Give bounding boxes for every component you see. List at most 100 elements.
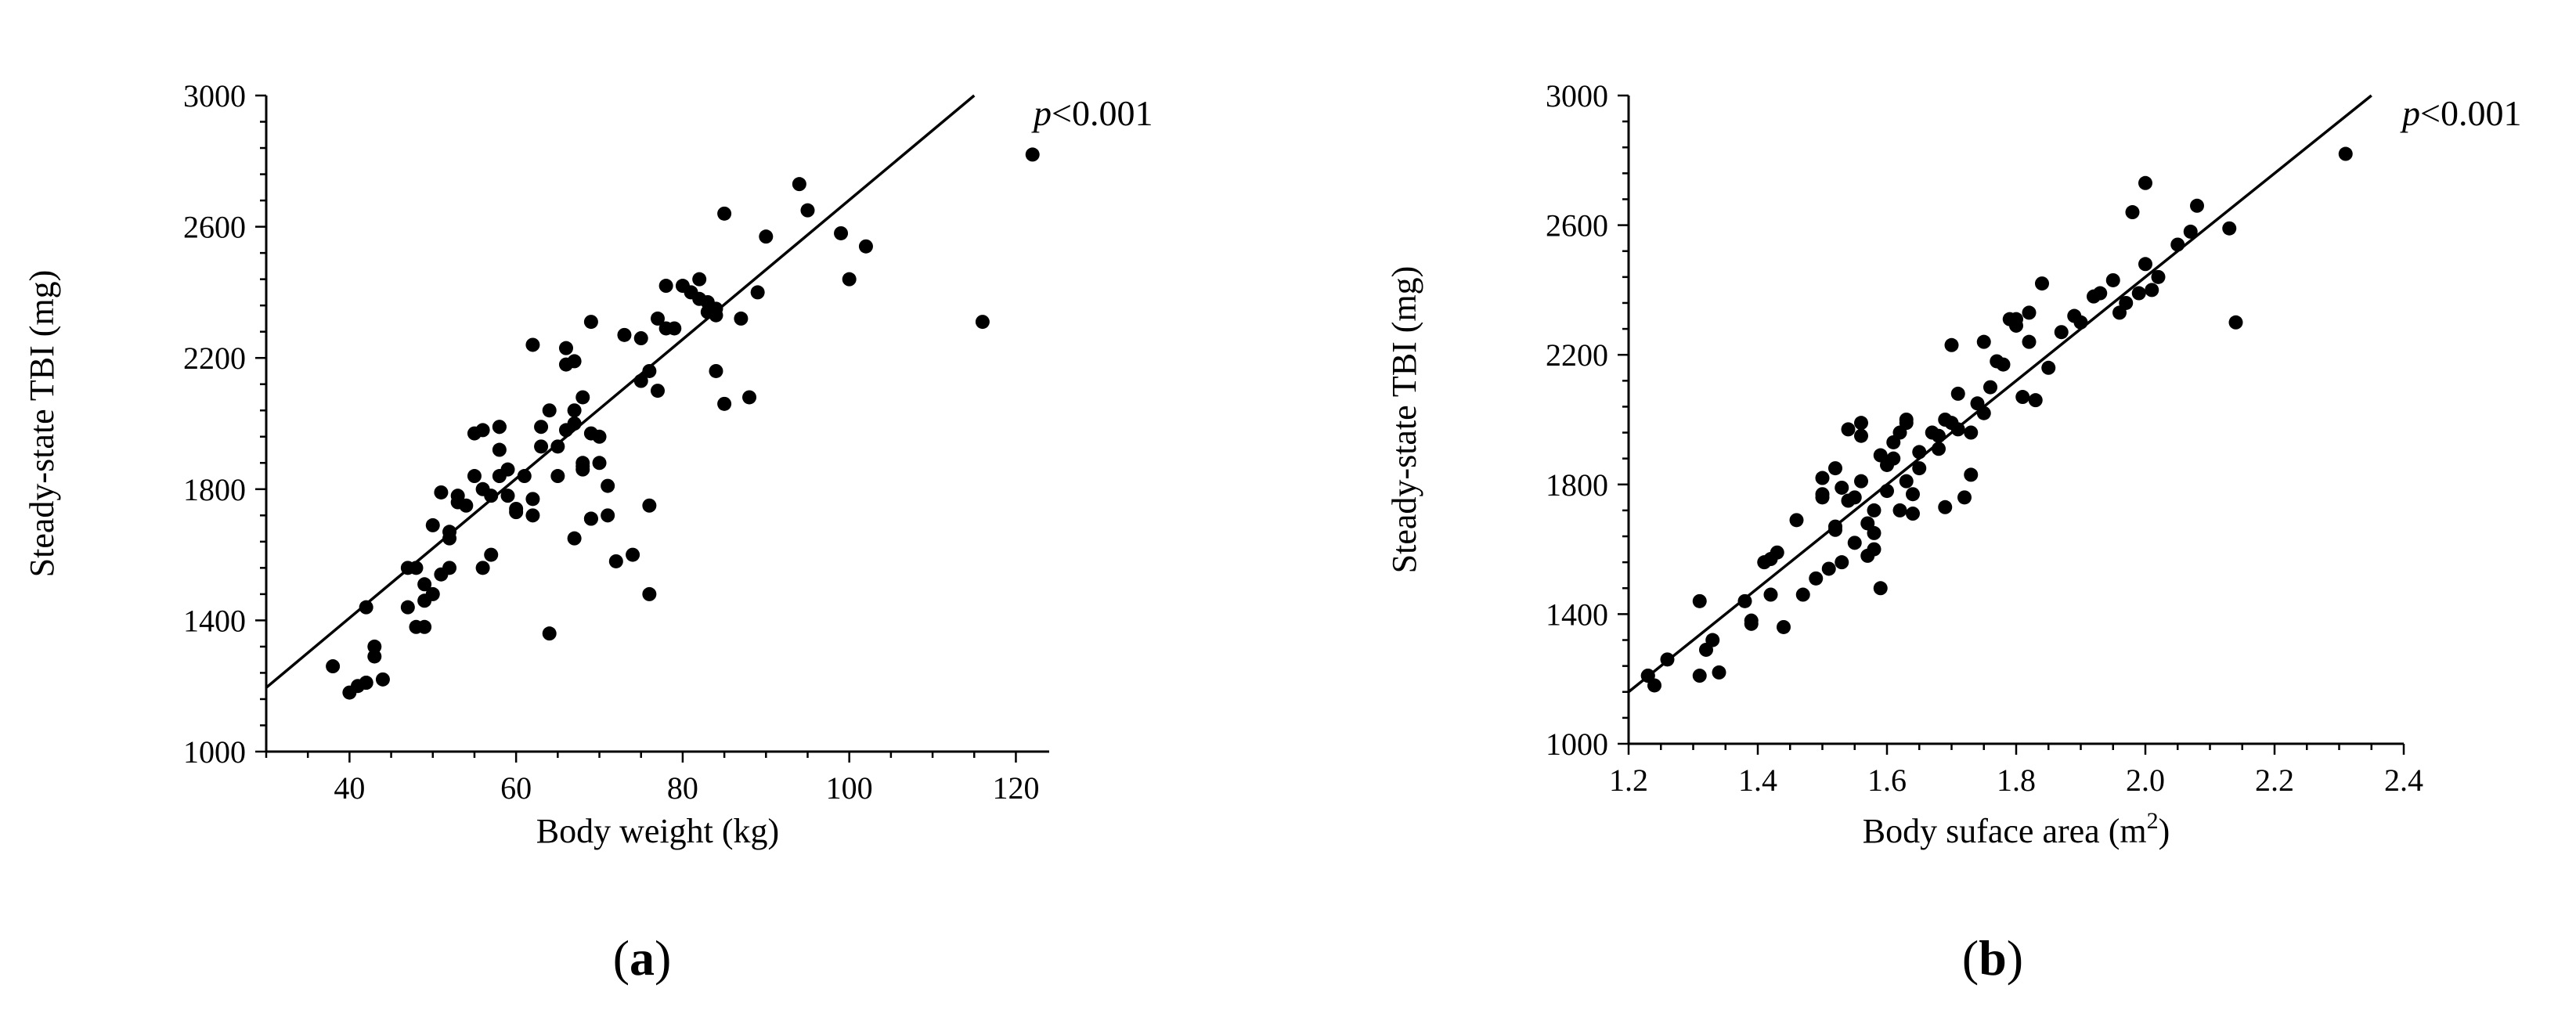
panel-a-x-tick-label: 80 [667, 770, 698, 806]
panel-a-data-point [575, 390, 590, 405]
panel-b-data-point [1932, 442, 1946, 456]
panel-b-data-point [1847, 490, 1862, 505]
panel-b-data-point [1744, 616, 1759, 631]
panel-b-data-point [1950, 386, 1965, 401]
panel-a-data-point [367, 649, 382, 664]
panel-a-data-point [642, 586, 657, 601]
panel-a-data-point [525, 337, 540, 352]
panel-a-data-point [633, 331, 648, 346]
panel-a-data-point [475, 423, 490, 438]
panel-b-data-point [2028, 393, 2043, 408]
panel-a-data-point [509, 505, 524, 520]
panel-b-x-tick-label: 1.4 [1738, 763, 1777, 798]
panel-a-data-point [692, 272, 707, 287]
panel-a-data-point [709, 301, 723, 316]
panel-b-data-point [1892, 503, 1907, 518]
panel-a-data-point [326, 659, 341, 674]
panel-b-data-point [1737, 593, 1752, 608]
panel-a-data-point [633, 373, 648, 388]
panel-a-data-point [975, 315, 990, 330]
panel-a-data-point [717, 396, 732, 411]
panel-b-y-tick-label: 1000 [1546, 727, 1608, 762]
panel-a-data-point [550, 439, 565, 454]
panel-a-y-tick-label: 1400 [183, 603, 246, 638]
panel-b-y-tick-label: 2200 [1546, 337, 1608, 373]
panel-b-data-point [1795, 587, 1810, 602]
panel-b-data-point [1705, 633, 1720, 647]
panel-b-regression-line [1627, 94, 2372, 694]
panel-b-y-tick-label: 1400 [1546, 597, 1608, 632]
panel-a-data-point [359, 600, 373, 615]
panel-a-data-point [525, 492, 540, 507]
panel-a-data-point [592, 456, 607, 471]
panel-b-data-point [1789, 513, 1804, 528]
panel-b-data-point [1867, 525, 1881, 540]
panel-b-data-point [2054, 325, 2069, 340]
panel-b-data-point [1770, 545, 1784, 560]
panel-a-data-point [434, 485, 449, 499]
panel-b-y-tick-label: 3000 [1546, 78, 1608, 114]
panel-a-data-point [583, 511, 598, 526]
panel-a-y-tick-label: 3000 [183, 78, 246, 114]
panel-a-data-point [542, 403, 557, 418]
panel-b-data-point [2022, 334, 2037, 349]
panel-b-data-point [1880, 484, 1894, 499]
panel-b-data-point [1660, 652, 1675, 667]
panel-b-y-tick-label: 2600 [1546, 208, 1608, 243]
panel-a-x-axis-label: Body weight (kg) [536, 812, 779, 850]
panel-a-y-tick-label: 2600 [183, 210, 246, 245]
panel-a-x-tick-label: 100 [826, 770, 873, 806]
panel-b-data-point [1886, 451, 1901, 466]
panel-a-data-point [400, 600, 415, 615]
panel-b-data-point [1944, 337, 1959, 352]
panel-a-data-point [534, 420, 549, 435]
panel-b-data-point [1640, 669, 1655, 683]
panel-a-p-value-annotation: p<0.001 [1031, 93, 1153, 133]
panel-b-data-point [2228, 315, 2243, 330]
panel-a-data-point [417, 577, 432, 592]
panel-a-data-point [592, 429, 607, 444]
panel-b-x-tick-label: 2.0 [2126, 763, 2165, 798]
panel-b-data-point [2105, 272, 2120, 287]
panel-b-data-point [1867, 542, 1881, 557]
panel-a-data-point [558, 341, 573, 355]
panel-a-data-point [475, 561, 490, 575]
panel-b-data-point [2170, 237, 2185, 252]
panel-b-data-point [1692, 593, 1707, 608]
panel-b-data-point [1906, 507, 1920, 521]
panel-a-data-point [492, 420, 507, 435]
panel-a-data-point [484, 489, 499, 503]
panel-a-data-point [642, 498, 657, 513]
panel-b-p-value-annotation: p<0.001 [2400, 93, 2521, 133]
panel-b-x-tick-label: 1.8 [1997, 763, 2036, 798]
panel-b-data-point [2022, 305, 2037, 320]
panel-a-data-point [550, 469, 565, 484]
panel-a-data-point [425, 586, 440, 601]
panel-b-data-point [1828, 461, 1842, 476]
panel-b-data-point [1932, 428, 1946, 443]
panel-a-data-point [534, 439, 549, 454]
panel-b-data-point [1841, 422, 1856, 437]
panel-a-data-point [359, 676, 373, 691]
panel-a-data-point [525, 508, 540, 523]
panel-a-data-point [500, 489, 515, 503]
panel-b-x-tick-label: 1.2 [1609, 763, 1648, 798]
panel-b-data-point [1976, 406, 1991, 420]
panel-a-data-point [400, 561, 415, 575]
panel-b-data-point [2145, 283, 2159, 298]
panel-a-data-point [575, 456, 590, 471]
panel-a-data-point [792, 177, 806, 192]
panel-b-data-point [1763, 587, 1778, 602]
panel-b-x-tick-label: 1.6 [1867, 763, 1907, 798]
panel-b-data-point [1867, 503, 1881, 518]
panel-a-x-tick-label: 40 [334, 770, 365, 806]
panel-b-data-point [1835, 480, 1849, 495]
panel-a-data-point [626, 547, 640, 562]
panel-a-data-point [750, 285, 765, 300]
panel-a-data-point [642, 363, 657, 378]
panel-a-data-point [617, 327, 632, 342]
panel-a-data-point [542, 626, 557, 641]
panel-a-y-tick-label: 2200 [183, 341, 246, 376]
panel-b-data-point [2035, 276, 2049, 291]
panel-a-data-point [601, 478, 615, 493]
